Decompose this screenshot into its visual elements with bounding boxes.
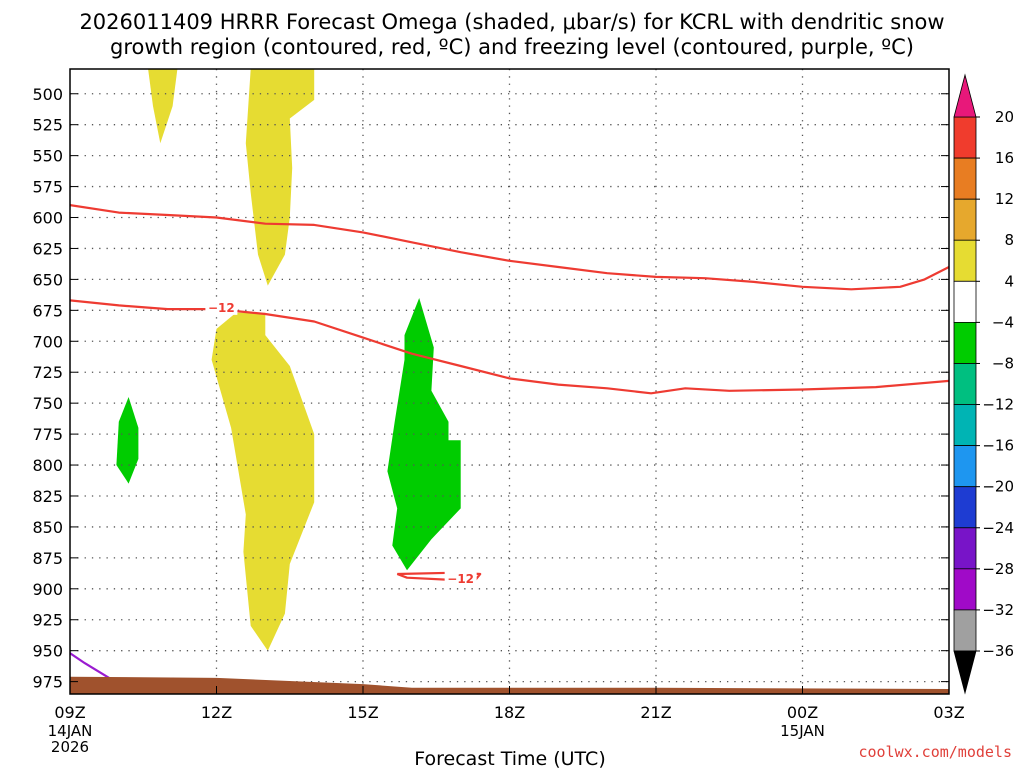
colorbar-label-8: −16 [982, 437, 1014, 455]
y-tick-label-675: 675 [32, 301, 63, 320]
y-tick-label-500: 500 [32, 85, 63, 104]
plot-area [70, 69, 949, 694]
colorbar-band--4-4 [953, 280, 977, 323]
y-tick-label-725: 725 [32, 363, 63, 382]
y-axis: 500 525 550 575 600 625 650 675 700 725 750 775 800 8… [32, 85, 949, 692]
contour-label-bg-lower [205, 299, 238, 315]
x-date-label-14JAN: 14JAN [48, 722, 93, 740]
x-date-label-15JAN: 15JAN [780, 722, 825, 740]
freezing-contour-freezing-level [70, 652, 110, 679]
colorbar-band--32--28 [953, 568, 977, 611]
omega-region-rising-main [387, 298, 461, 571]
chart-title-line2: growth region (contoured, red, ºC) and f… [110, 35, 914, 59]
y-tick-label-700: 700 [32, 332, 63, 351]
colorbar-label-2: 12 [995, 190, 1014, 208]
colorbar-band--8--4 [953, 321, 977, 364]
x-tick-label-21Z: 21Z [640, 703, 671, 722]
y-tick-label-550: 550 [32, 147, 63, 166]
y-tick-label-775: 775 [32, 425, 63, 444]
omega-shading-layer [116, 69, 461, 651]
y-tick-label-875: 875 [32, 549, 63, 568]
colorbar-band-12-16 [953, 157, 977, 200]
x-tick-label-18Z: 18Z [494, 703, 525, 722]
y-tick-label-925: 925 [32, 611, 63, 630]
colorbar-label-10: −24 [982, 519, 1014, 537]
y-tick-label-800: 800 [32, 456, 63, 475]
y-tick-label-600: 600 [32, 209, 63, 228]
y-tick-label-650: 650 [32, 270, 63, 289]
colorbar-band--12--8 [953, 363, 977, 405]
credit-text: coolwx.com/models [858, 743, 1012, 761]
colorbar-label-0: 20 [995, 108, 1014, 126]
colorbar-label-6: −8 [992, 354, 1014, 372]
omega-region-lower-sinking [211, 312, 315, 651]
y-tick-label-850: 850 [32, 518, 63, 537]
colorbar-label-12: −32 [982, 601, 1014, 619]
colorbar-band--28--24 [953, 527, 977, 570]
terrain-layer [70, 676, 949, 694]
dgz-contour-upper [70, 204, 949, 291]
x-tick-label-03Z: 03Z [933, 703, 964, 722]
x-date-label-2026: 2026 [51, 738, 89, 756]
y-tick-label-975: 975 [32, 673, 63, 692]
colorbar-band-16-20 [953, 116, 977, 159]
terrain-fill [70, 676, 949, 694]
colorbar-top-arrow [953, 73, 977, 118]
y-tick-label-825: 825 [32, 487, 63, 506]
contour-label-layer: −12 −12 [205, 299, 477, 586]
omega-region-upper-sinking-b [245, 69, 315, 286]
colorbar-label-1: 16 [995, 149, 1014, 167]
x-tick-label-00Z: 00Z [787, 703, 818, 722]
colorbar-label-4: 4 [1004, 272, 1014, 290]
y-tick-label-750: 750 [32, 394, 63, 413]
x-tick-label-09Z: 09Z [54, 703, 85, 722]
colorbar: 20 16 12 8 4 −4 −8 −12 −16 −20 −24 −28 −32 −36 [953, 73, 1014, 695]
omega-region-upper-sinking-a [148, 69, 178, 144]
y-tick-label-900: 900 [32, 580, 63, 599]
y-tick-label-575: 575 [32, 178, 63, 197]
x-tick-label-15Z: 15Z [347, 703, 378, 722]
colorbar-label-7: −12 [982, 396, 1014, 414]
colorbar-band--24--20 [953, 486, 977, 529]
contour-label-lower: −12 [208, 301, 235, 315]
contour-label-bg-small-pocket [444, 570, 477, 586]
colorbar-band--36--32 [953, 609, 977, 652]
x-axis-title: Forecast Time (UTC) [414, 748, 605, 768]
colorbar-band--16--12 [953, 404, 977, 446]
colorbar-label-11: −28 [982, 560, 1014, 578]
y-tick-label-950: 950 [32, 642, 63, 661]
colorbar-bottom-arrow [953, 650, 977, 695]
y-tick-label-525: 525 [32, 116, 63, 135]
colorbar-label-5: −4 [992, 313, 1014, 331]
chart-title-line1: 2026011409 HRRR Forecast Omega (shaded, … [79, 10, 944, 34]
colorbar-label-13: −36 [982, 642, 1014, 660]
colorbar-band-4-8 [953, 239, 977, 282]
colorbar-label-3: 8 [1004, 231, 1014, 249]
omega-region-rising-small [116, 397, 139, 484]
colorbar-label-9: −20 [982, 478, 1014, 496]
colorbar-band--20--16 [953, 445, 977, 488]
contour-label-small-pocket: −12 [447, 572, 474, 586]
x-tick-label-12Z: 12Z [201, 703, 232, 722]
colorbar-band-8-12 [953, 198, 977, 241]
y-tick-label-625: 625 [32, 239, 63, 258]
